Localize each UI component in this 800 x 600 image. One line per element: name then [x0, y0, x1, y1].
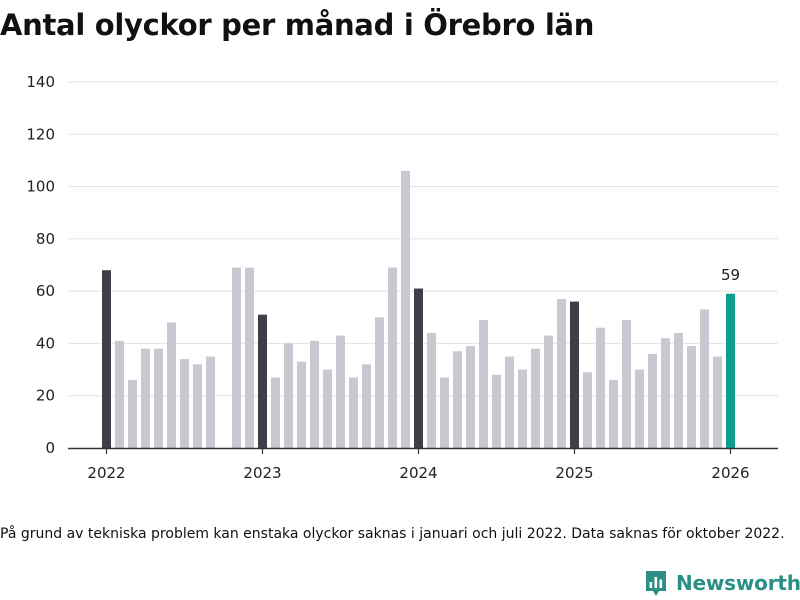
bar [297, 361, 306, 448]
bar [674, 332, 683, 448]
last-value-label: 59 [721, 266, 740, 284]
x-tick-label: 2025 [555, 464, 593, 482]
bar [609, 380, 618, 448]
bar [414, 288, 423, 448]
bar [661, 338, 670, 448]
newsworthy-logo-icon [646, 571, 666, 596]
y-tick-label: 60 [36, 282, 55, 300]
y-tick-label: 120 [26, 125, 55, 143]
bar [505, 356, 514, 448]
bar [258, 314, 267, 448]
bar [388, 267, 397, 448]
y-tick-label: 0 [45, 439, 55, 457]
x-tick-label: 2026 [711, 464, 749, 482]
bar [193, 364, 202, 448]
bar [128, 380, 137, 448]
bar [310, 340, 319, 448]
bar [336, 335, 345, 448]
bar [271, 377, 280, 448]
x-tick-label: 2023 [243, 464, 281, 482]
bar [726, 293, 735, 448]
bar [479, 319, 488, 448]
y-tick-label: 80 [36, 230, 55, 248]
bar [635, 369, 644, 448]
y-tick-label: 40 [36, 334, 55, 352]
bar [141, 348, 150, 448]
x-tick-label: 2022 [87, 464, 125, 482]
bar [167, 322, 176, 448]
bar [544, 335, 553, 448]
bar [492, 374, 501, 448]
bar [102, 270, 111, 448]
y-tick-label: 100 [26, 178, 55, 196]
x-axis: 2022 2023 2024 2025 2026 [68, 447, 778, 482]
bar [466, 346, 475, 448]
bar [115, 340, 124, 448]
bar [362, 364, 371, 448]
y-axis-tick-labels: 0 20 40 60 80 100 120 140 [26, 73, 55, 457]
bar [284, 343, 293, 448]
bar [180, 359, 189, 448]
bar [531, 348, 540, 448]
bar [232, 267, 241, 448]
bar [427, 332, 436, 448]
bar [518, 369, 527, 448]
bar [245, 267, 254, 448]
brand-logo: Newsworthy [644, 567, 800, 599]
x-tick-label: 2024 [399, 464, 437, 482]
bar [583, 372, 592, 448]
brand-name: Newsworthy [676, 571, 800, 595]
bar [453, 351, 462, 448]
footnote: På grund av tekniska problem kan enstaka… [0, 526, 785, 542]
bar [206, 356, 215, 448]
bar [154, 348, 163, 448]
bar [687, 346, 696, 448]
bar [349, 377, 358, 448]
bar [648, 353, 657, 448]
bar [570, 301, 579, 448]
bar [557, 298, 566, 448]
bar [375, 317, 384, 448]
bars [102, 170, 735, 448]
bar [440, 377, 449, 448]
bar [700, 309, 709, 448]
bar [622, 319, 631, 448]
y-tick-label: 140 [26, 73, 55, 91]
bar [323, 369, 332, 448]
data-labels: 59 [721, 266, 740, 284]
bar [596, 327, 605, 448]
chart-title: Antal olyckor per månad i Örebro län [0, 8, 595, 42]
bar [401, 170, 410, 448]
y-tick-label: 20 [36, 387, 55, 405]
bar [713, 356, 722, 448]
